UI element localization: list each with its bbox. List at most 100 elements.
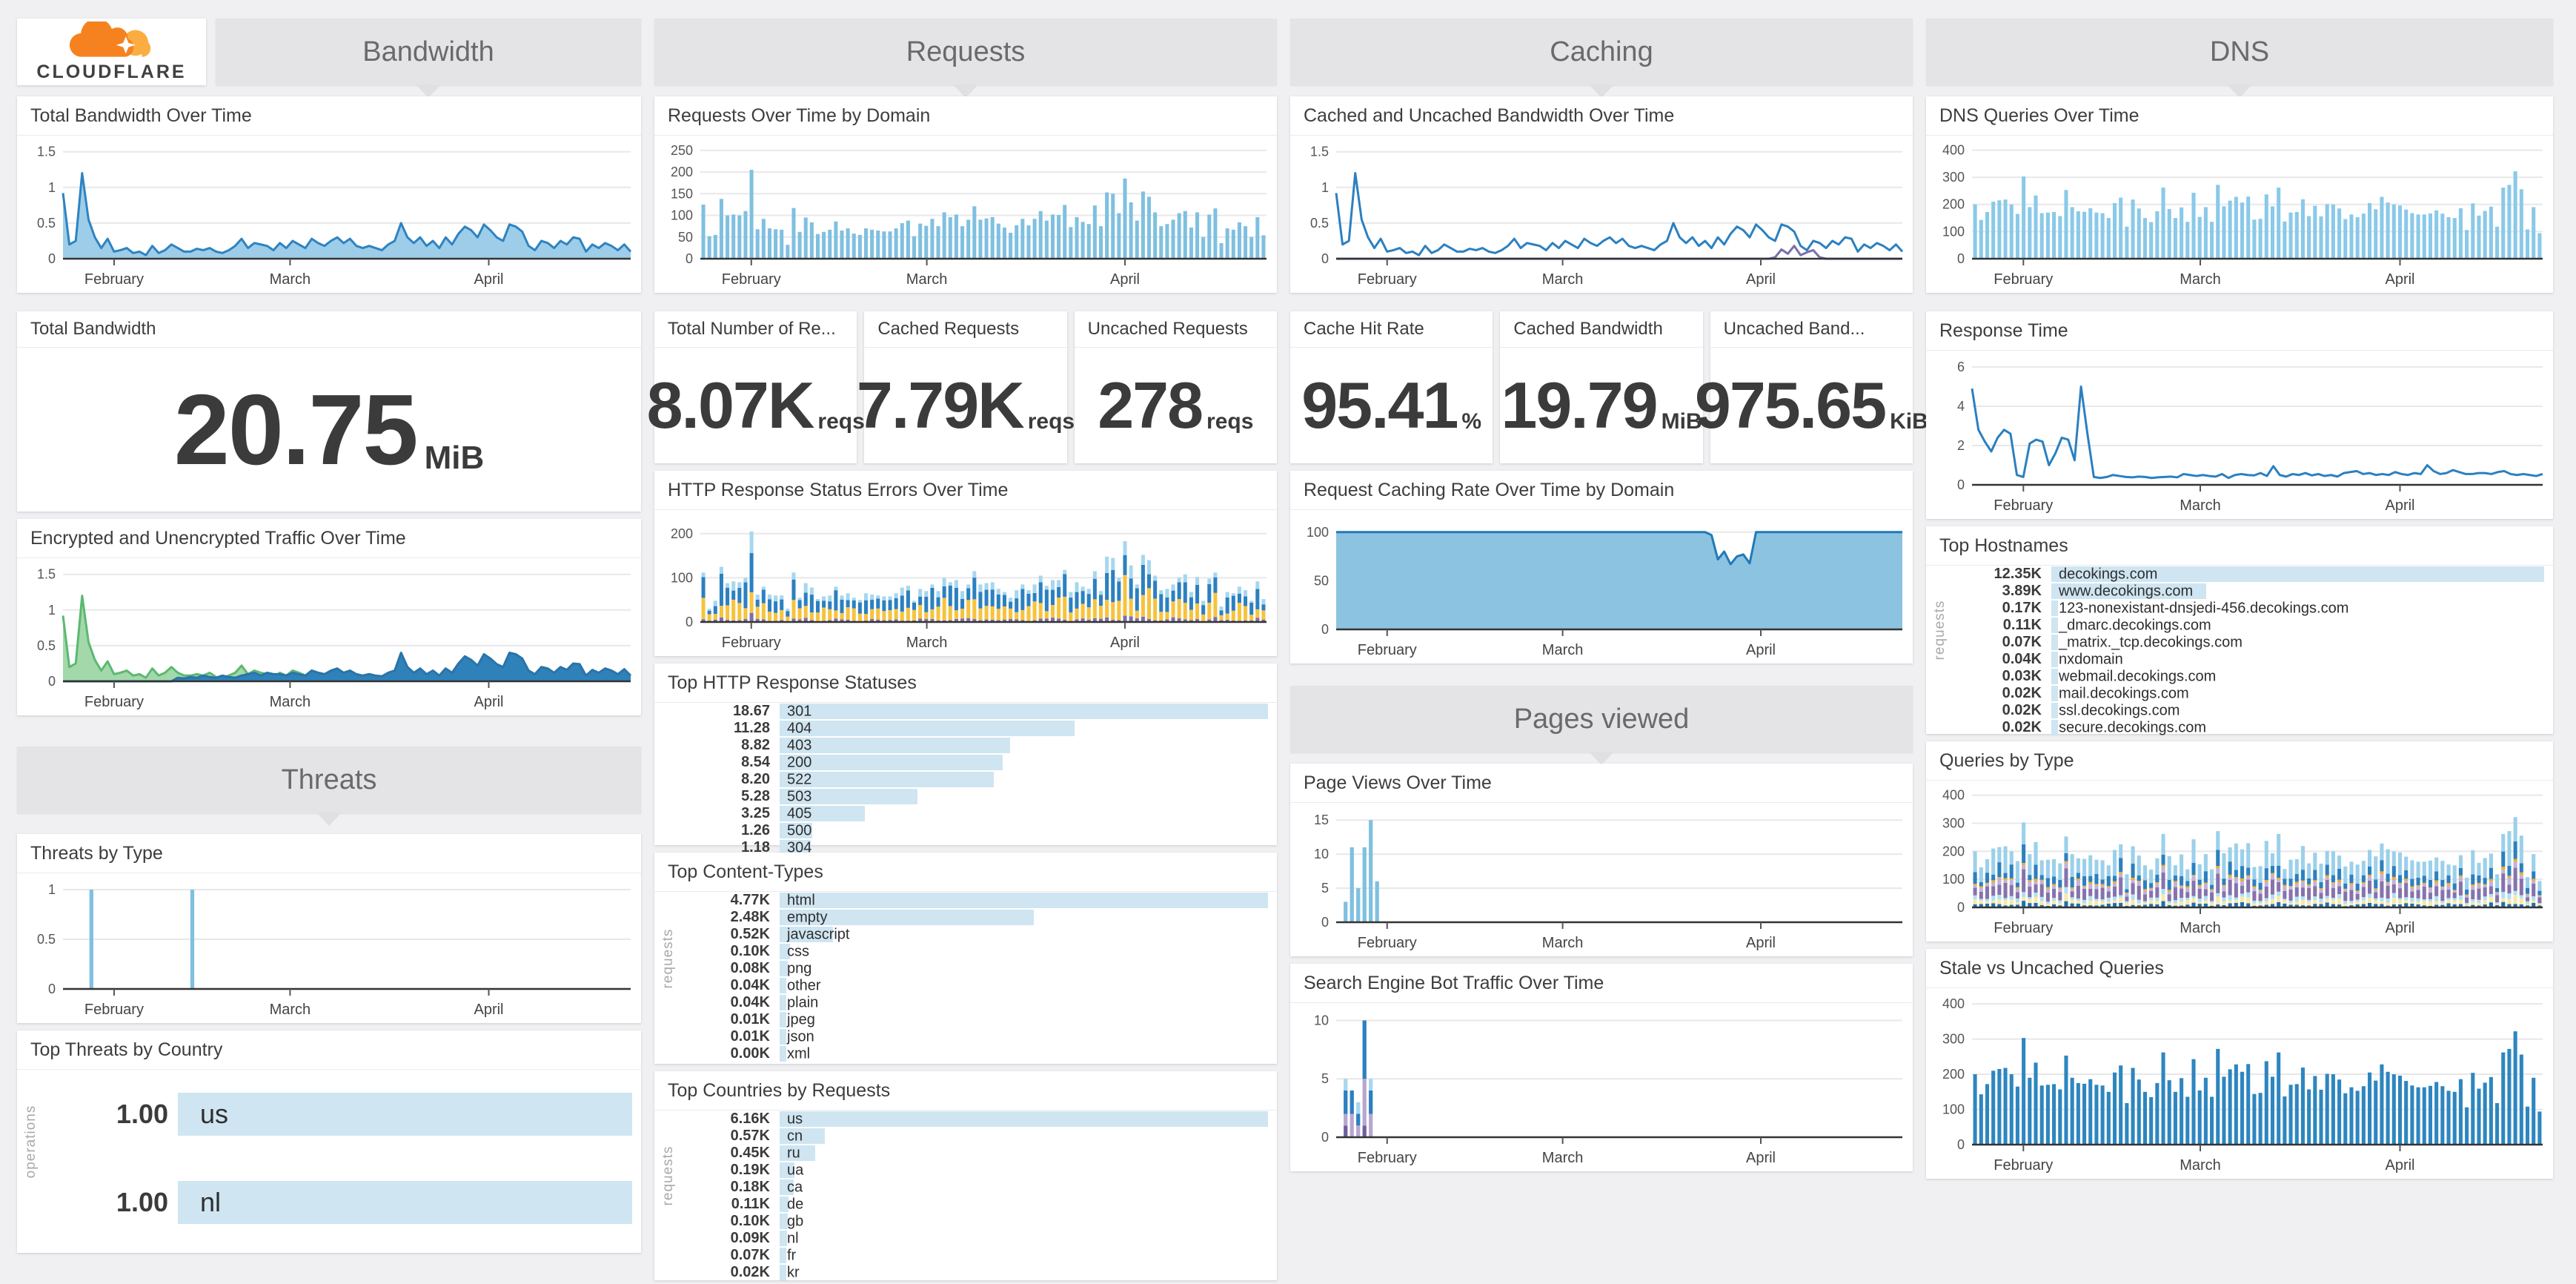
svg-text:5: 5 xyxy=(1321,881,1329,896)
chart-response-time: 0 2 4 6 February March April xyxy=(1957,360,2543,514)
row-bar: ssl.decokings.com xyxy=(2051,702,2544,718)
row-label: html xyxy=(787,892,815,908)
svg-text:April: April xyxy=(2385,497,2414,514)
row-bar: us xyxy=(178,1092,632,1136)
svg-text:1: 1 xyxy=(48,603,56,618)
svg-text:February: February xyxy=(1358,935,1417,951)
stat-unit: MiB xyxy=(1661,409,1702,434)
row-bar: ca xyxy=(780,1179,1268,1195)
row-value: 11.28 xyxy=(734,720,770,736)
row-label: 301 xyxy=(787,703,812,719)
card-queries-by-type: Queries by Type 0 100 200 300 400 February Mar… xyxy=(1926,741,2553,942)
svg-text:April: April xyxy=(2385,1157,2414,1174)
svg-text:March: March xyxy=(2180,1157,2221,1174)
card-title: Top Content-Types xyxy=(654,853,1277,892)
row-value: 0.11K xyxy=(731,1196,770,1212)
row-bar: 404 xyxy=(780,720,1268,736)
svg-text:6: 6 xyxy=(1957,360,1965,374)
card-title: Encrypted and Unencrypted Traffic Over T… xyxy=(17,519,641,558)
svg-text:February: February xyxy=(84,1002,144,1018)
svg-text:February: February xyxy=(84,271,144,288)
top-threats-list: 1.00 us 1.00 nl xyxy=(50,1070,632,1247)
svg-text:March: March xyxy=(270,1002,311,1018)
svg-text:March: March xyxy=(270,271,311,288)
row-label: 500 xyxy=(787,822,812,838)
svg-text:15: 15 xyxy=(1314,813,1329,827)
svg-text:0.5: 0.5 xyxy=(37,932,56,947)
list-row: 18.67 301 xyxy=(687,703,1268,720)
svg-text:February: February xyxy=(1994,271,2053,288)
row-bar: mail.decokings.com xyxy=(2051,685,2544,701)
row-value: 0.03K xyxy=(2002,668,2042,684)
row-value: 0.52K xyxy=(730,926,770,942)
row-bar: ru xyxy=(780,1145,1268,1161)
row-value: 0.08K xyxy=(730,960,770,976)
list-row: 0.45K ru xyxy=(687,1145,1268,1162)
section-title: DNS xyxy=(2209,36,2270,67)
row-label: nl xyxy=(200,1187,222,1218)
requests-stats-row: Total Number of Re... 8.07K reqs Cached R… xyxy=(647,311,1277,463)
list-row: 1.18 304 xyxy=(687,839,1268,856)
row-bar: 123-nonexistant-dnsjedi-456.decokings.co… xyxy=(2051,600,2544,616)
list-row: 0.10K css xyxy=(687,943,1268,960)
svg-text:April: April xyxy=(474,1002,503,1018)
svg-text:300: 300 xyxy=(1942,170,1965,185)
svg-text:April: April xyxy=(2385,271,2414,288)
svg-text:April: April xyxy=(474,694,503,710)
svg-text:200: 200 xyxy=(1942,844,1965,858)
list-row: 0.02K ssl.decokings.com xyxy=(1959,702,2544,719)
svg-text:April: April xyxy=(1746,935,1776,951)
list-row: 3.89K www.decokings.com xyxy=(1959,583,2544,600)
card-response-time: Response Time 0 2 4 6 February March April xyxy=(1926,311,2553,519)
svg-text:400: 400 xyxy=(1942,996,1965,1011)
card-top-content-types: Top Content-Types requests 4.77K html 2.48… xyxy=(654,853,1277,1064)
svg-text:March: March xyxy=(2180,497,2221,514)
top-countries-list: 6.16K us 0.57K cn 0.45K ru 0.19K ua 0.18K ca 0.11K… xyxy=(687,1111,1268,1280)
list-row: 6.16K us xyxy=(687,1111,1268,1128)
row-value: 12.35K xyxy=(1994,566,2042,582)
list-row: 0.04K nxdomain xyxy=(1959,651,2544,668)
row-value: 0.18K xyxy=(730,1179,770,1195)
svg-text:2: 2 xyxy=(1957,438,1965,453)
chart-queries-by-type: 0 100 200 300 400 February March April xyxy=(1942,788,2543,936)
stat-value: 20.75 xyxy=(173,374,419,486)
section-title: Bandwidth xyxy=(362,36,494,67)
row-label: jpeg xyxy=(787,1011,815,1027)
row-value: 0.04K xyxy=(2002,651,2042,667)
row-value: 1.00 xyxy=(116,1098,168,1129)
svg-text:0: 0 xyxy=(1321,251,1329,266)
svg-text:50: 50 xyxy=(1314,573,1329,588)
y-axis-label: requests xyxy=(660,928,676,988)
card-title: Total Number of Re... xyxy=(654,311,857,348)
row-label: _dmarc.decokings.com xyxy=(2059,617,2211,633)
card-title: Total Bandwidth Over Time xyxy=(17,96,641,136)
svg-text:0: 0 xyxy=(48,251,56,266)
row-label: us xyxy=(200,1098,229,1129)
card-title: Search Engine Bot Traffic Over Time xyxy=(1290,964,1913,1003)
card-total-bandwidth-over-time: Total Bandwidth Over Time 0 0.5 1 1.5 Februa… xyxy=(17,96,641,293)
row-label: plain xyxy=(787,994,819,1010)
row-value: 0.01K xyxy=(730,1028,770,1045)
section-header-requests: Requests xyxy=(654,19,1277,85)
svg-text:1: 1 xyxy=(48,180,56,195)
svg-text:March: March xyxy=(2180,920,2221,936)
row-bar: cn xyxy=(780,1128,1268,1144)
card-stale-uncached-queries: Stale vs Uncached Queries 0 100 200 300 400 F… xyxy=(1926,949,2553,1179)
svg-text:February: February xyxy=(1358,642,1417,658)
stat-unit: MiB xyxy=(424,439,485,476)
row-bar: ua xyxy=(780,1162,1268,1178)
row-bar: empty xyxy=(780,909,1268,925)
svg-text:March: March xyxy=(1542,271,1584,288)
card-title: Cached Bandwidth xyxy=(1500,311,1703,348)
svg-text:February: February xyxy=(722,635,781,651)
row-value: 0.07K xyxy=(730,1247,770,1263)
svg-text:10: 10 xyxy=(1314,847,1329,861)
chart-search-engine-bot-traffic: 0 5 10 February March April xyxy=(1314,1013,1902,1166)
svg-text:100: 100 xyxy=(1942,872,1965,887)
list-row: 1.26 500 xyxy=(687,822,1268,839)
row-value: 6.16K xyxy=(730,1111,770,1127)
card-title: Response Time xyxy=(1926,311,2553,351)
row-bar: nl xyxy=(780,1230,1268,1246)
row-label: secure.decokings.com xyxy=(2059,719,2206,735)
